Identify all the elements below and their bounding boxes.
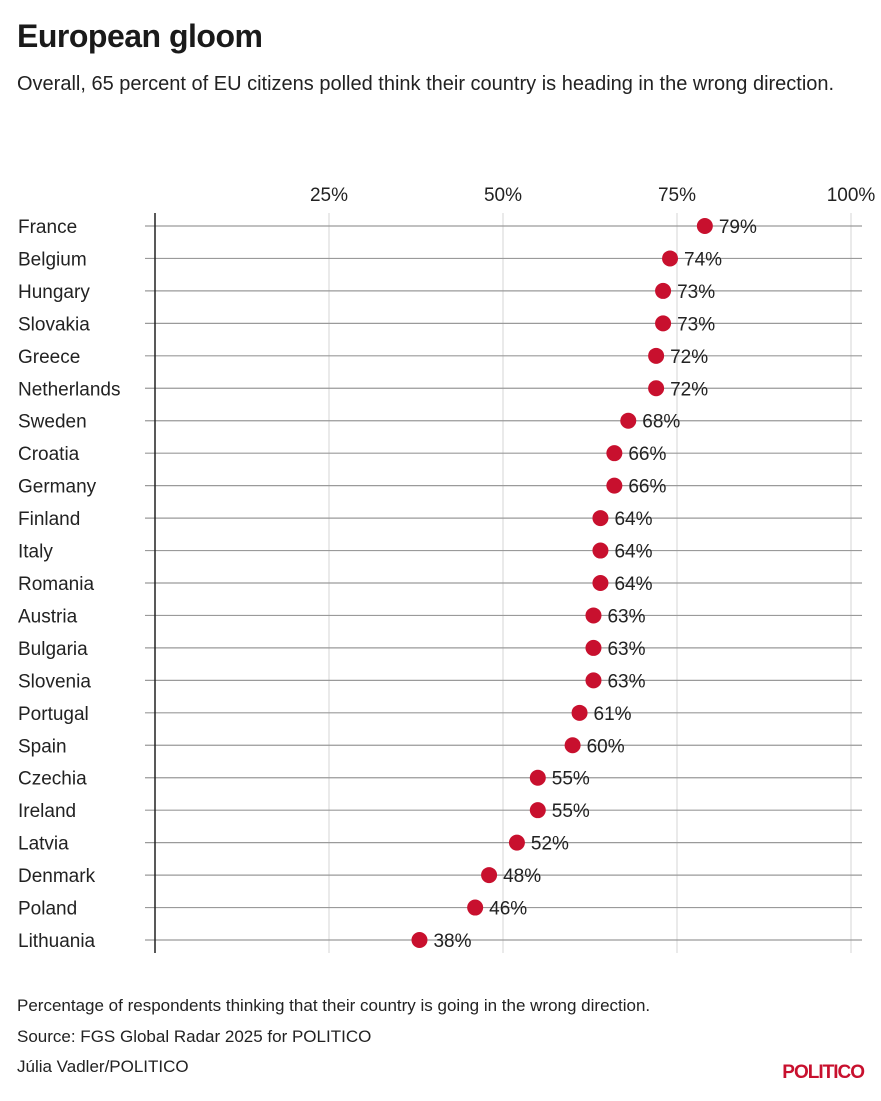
data-point <box>481 867 498 884</box>
category-label: Romania <box>18 574 94 595</box>
data-point <box>655 282 672 299</box>
data-label: 48% <box>503 866 541 887</box>
x-tick-label: 100% <box>827 185 876 206</box>
data-label: 63% <box>607 639 645 660</box>
category-label: Slovakia <box>18 314 90 335</box>
category-label: Greece <box>18 347 80 368</box>
data-point <box>662 250 679 267</box>
data-point <box>467 899 484 916</box>
data-label: 61% <box>594 704 632 725</box>
category-label: Poland <box>18 899 77 920</box>
data-label: 38% <box>433 931 471 952</box>
category-label: Germany <box>18 477 97 498</box>
category-label: Bulgaria <box>18 639 88 660</box>
category-label: Slovenia <box>18 671 91 692</box>
data-label: 55% <box>552 801 590 822</box>
data-label: 64% <box>614 509 652 530</box>
category-label: Lithuania <box>18 931 96 952</box>
data-point <box>411 932 428 948</box>
data-point <box>696 218 713 234</box>
data-point <box>606 477 623 494</box>
category-label: Sweden <box>18 412 87 433</box>
data-label: 73% <box>677 282 715 303</box>
data-label: 60% <box>587 736 625 757</box>
data-label: 74% <box>684 249 722 270</box>
category-label: Croatia <box>18 444 80 465</box>
politico-logo: POLITICO <box>782 1062 865 1083</box>
data-point <box>585 607 602 624</box>
footer-source: Source: FGS Global Radar 2025 for POLITI… <box>17 1027 372 1046</box>
category-label: Denmark <box>18 866 96 887</box>
x-tick-label: 25% <box>310 185 348 206</box>
data-label: 66% <box>628 477 666 498</box>
data-point <box>648 380 665 397</box>
category-label: Latvia <box>18 834 69 855</box>
data-label: 66% <box>628 444 666 465</box>
data-point <box>508 834 525 851</box>
data-point <box>606 445 623 462</box>
data-label: 72% <box>670 379 708 400</box>
category-label: Belgium <box>18 249 87 270</box>
data-point <box>648 347 665 364</box>
category-label: Hungary <box>18 282 90 303</box>
x-tick-label: 50% <box>484 185 522 206</box>
data-label: 52% <box>531 834 569 855</box>
data-label: 68% <box>642 412 680 433</box>
category-label: Ireland <box>18 801 76 822</box>
data-point <box>592 510 609 527</box>
category-label: Austria <box>18 606 78 627</box>
data-point <box>592 542 609 559</box>
data-label: 64% <box>614 574 652 595</box>
data-label: 55% <box>552 769 590 790</box>
data-point <box>529 769 546 786</box>
data-point <box>592 575 609 591</box>
category-label: France <box>18 217 77 238</box>
data-point <box>571 704 588 721</box>
category-label: Portugal <box>18 704 89 725</box>
data-point <box>655 315 672 332</box>
chart-title: European gloom <box>17 18 263 54</box>
data-point <box>620 412 637 429</box>
category-label: Italy <box>18 542 53 563</box>
data-point <box>585 672 602 689</box>
data-label: 63% <box>607 606 645 627</box>
chart-subtitle: Overall, 65 percent of EU citizens polle… <box>17 73 835 95</box>
category-label: Finland <box>18 509 80 530</box>
x-tick-label: 75% <box>658 185 696 206</box>
data-label: 63% <box>607 671 645 692</box>
category-label: Netherlands <box>18 379 120 400</box>
data-label: 72% <box>670 347 708 368</box>
data-label: 79% <box>719 217 757 238</box>
footer-credit: Júlia Vadler/POLITICO <box>17 1057 189 1076</box>
data-point <box>564 737 581 754</box>
data-point <box>529 802 546 819</box>
data-label: 73% <box>677 314 715 335</box>
category-label: Spain <box>18 736 67 757</box>
data-label: 64% <box>614 542 652 563</box>
footer-note: Percentage of respondents thinking that … <box>17 996 651 1015</box>
data-label: 46% <box>489 899 527 920</box>
data-point <box>585 639 602 656</box>
category-label: Czechia <box>18 769 87 790</box>
